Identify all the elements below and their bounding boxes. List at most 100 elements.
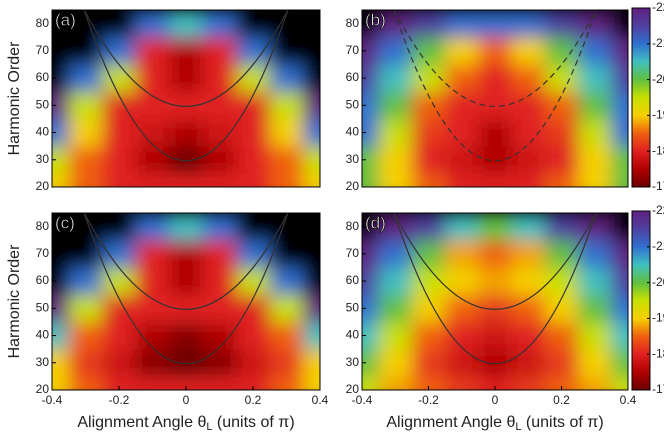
- plot-frame: [51, 9, 321, 188]
- y-tick-label: 50: [36, 300, 50, 314]
- heatmap-cell: [362, 240, 380, 268]
- heatmap-cell: [511, 267, 546, 296]
- heatmap-cell: [445, 349, 479, 377]
- heatmap-cell: [445, 37, 479, 65]
- heatmap-cell: [544, 349, 579, 377]
- y-tick-label: 20: [346, 179, 360, 193]
- heatmap-cell: [411, 240, 446, 268]
- heatmap-cell: [102, 10, 137, 38]
- panel-label: (a): [55, 10, 76, 29]
- colorbar-tick-label: -19: [652, 108, 664, 122]
- heatmap-cell: [236, 64, 271, 93]
- heatmap-cell: [269, 349, 304, 377]
- heatmap-cell: [68, 349, 103, 377]
- heatmap-cell: [478, 118, 513, 147]
- y-tick-label: 40: [36, 328, 50, 342]
- x-tick-label: 0.4: [312, 393, 329, 407]
- heatmap-cell: [445, 146, 479, 174]
- heatmap-cell: [52, 64, 70, 93]
- heatmap-cell: [511, 321, 546, 350]
- heatmap-cell: [378, 37, 413, 65]
- heatmap-cell: [269, 240, 304, 268]
- heatmap-cell: [411, 146, 446, 174]
- y-axis-label: Harmonic Order: [6, 41, 23, 155]
- heatmap-cell: [611, 118, 628, 147]
- heatmap-cell: [52, 267, 70, 296]
- panel-label: (c): [55, 213, 75, 232]
- y-tick-label: 80: [346, 16, 360, 30]
- heatmap-cell: [611, 146, 628, 174]
- heatmap-cell: [362, 146, 380, 174]
- heatmap-cell: [362, 64, 380, 93]
- heatmap-cells: [52, 10, 320, 187]
- x-label-rest: (units of π): [212, 414, 294, 431]
- x-tick-label: -0.4: [352, 393, 373, 407]
- heatmap-cell: [411, 37, 446, 65]
- heatmap-cell: [445, 213, 479, 241]
- heatmap-cell: [445, 240, 479, 268]
- heatmap-cell: [68, 376, 103, 390]
- heatmap-cell: [362, 118, 380, 147]
- heatmap-cell: [202, 10, 237, 38]
- heatmap-cell: [52, 118, 70, 147]
- heatmap-cell: [169, 64, 204, 93]
- heatmap-cell: [68, 118, 103, 147]
- heatmap-cell: [478, 376, 513, 390]
- heatmap: [52, 213, 320, 390]
- y-tick-label: 60: [36, 273, 50, 287]
- heatmap-cell: [52, 91, 70, 120]
- heatmap-cell: [611, 37, 628, 65]
- y-tick-label: 70: [346, 43, 360, 57]
- heatmap-cell: [202, 173, 237, 187]
- heatmap-cell: [478, 267, 513, 296]
- heatmap-cell: [362, 376, 380, 390]
- colorbar: [631, 7, 651, 188]
- heatmap-cell: [411, 349, 446, 377]
- y-tick-label: 30: [36, 355, 50, 369]
- x-label-main: Alignment Angle θ: [77, 414, 206, 431]
- heatmap-cell: [445, 321, 479, 350]
- heatmap-cell: [611, 10, 628, 38]
- heatmap-cell: [378, 267, 413, 296]
- heatmap-cell: [578, 349, 612, 377]
- x-tick-label: 0.4: [620, 393, 637, 407]
- heatmap-cell: [202, 37, 237, 65]
- heatmap-cell: [303, 10, 320, 38]
- heatmap-cell: [578, 294, 612, 323]
- heatmap-cell: [102, 213, 137, 241]
- x-label-rest: (units of π): [521, 414, 603, 431]
- y-tick-label: 20: [346, 382, 360, 396]
- heatmap-cell: [445, 118, 479, 147]
- y-tick-label: 20: [36, 382, 50, 396]
- heatmap-cell: [611, 173, 628, 187]
- heatmap-cell: [202, 213, 237, 241]
- heatmap-cell: [544, 376, 579, 390]
- heatmap-cell: [544, 321, 579, 350]
- heatmap-cell: [52, 173, 70, 187]
- heatmap-cell: [611, 349, 628, 377]
- heatmap-cell: [169, 118, 204, 147]
- heatmap-cell: [303, 37, 320, 65]
- heatmap-cell: [236, 10, 271, 38]
- heatmap-cell: [303, 118, 320, 147]
- heatmap-cell: [269, 64, 304, 93]
- heatmap-cell: [544, 267, 579, 296]
- heatmap-cell: [578, 267, 612, 296]
- y-tick-label: 30: [346, 152, 360, 166]
- colorbar-tick-label: -18: [652, 143, 664, 157]
- heatmap-cell: [611, 267, 628, 296]
- heatmap-cell: [378, 376, 413, 390]
- heatmap-cell: [52, 213, 70, 241]
- heatmap-cell: [236, 240, 271, 268]
- colorbar-tick-label: -20: [652, 72, 664, 86]
- heatmap-cell: [52, 240, 70, 268]
- heatmap-cell: [362, 173, 380, 187]
- plot-frame: [361, 9, 629, 188]
- heatmap-cell: [478, 173, 513, 187]
- heatmap-cell: [202, 376, 237, 390]
- heatmap-cell: [445, 376, 479, 390]
- heatmap-cell: [135, 10, 170, 38]
- heatmap-cell: [102, 173, 137, 187]
- heatmap-cell: [378, 91, 413, 120]
- heatmap-cell: [169, 213, 204, 241]
